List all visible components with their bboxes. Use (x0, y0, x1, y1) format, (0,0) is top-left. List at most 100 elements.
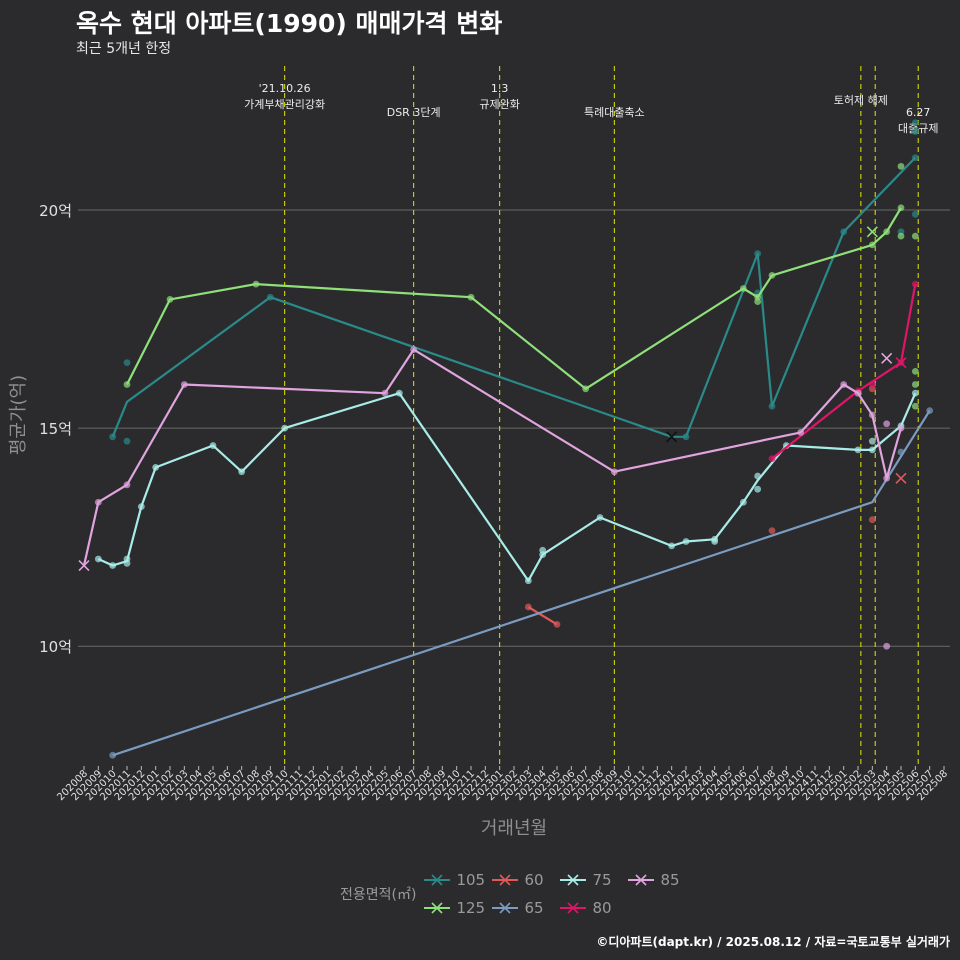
data-point (911, 154, 919, 162)
legend-item-125: 125 (424, 894, 492, 922)
data-point (768, 455, 776, 463)
data-point (768, 402, 776, 410)
data-point (524, 577, 532, 585)
legend-item-105: 105 (424, 866, 492, 894)
event-label: 가계부채관리강화 (244, 98, 325, 111)
data-point (166, 295, 174, 303)
data-point (739, 285, 747, 292)
series-65 (109, 407, 934, 759)
y-tick-label: 20억 (39, 202, 72, 220)
data-point (610, 468, 618, 476)
data-point (754, 472, 762, 480)
data-point (911, 128, 919, 135)
legend-label: 65 (524, 899, 544, 917)
data-point (711, 535, 719, 543)
series-line (97, 392, 917, 582)
chart-title: 옥수 현대 아파트(1990) 매매가격 변화 (76, 9, 503, 38)
data-point (883, 642, 891, 650)
data-point (668, 542, 676, 550)
data-point (467, 293, 475, 301)
data-point (209, 442, 217, 449)
data-point (897, 232, 905, 240)
data-point (123, 481, 131, 489)
legend-label: 125 (456, 899, 486, 917)
series-line (771, 283, 917, 460)
legend-label: 75 (592, 871, 612, 889)
legend: 전용면적(㎡) 105 125 60 65 75 80 85 (340, 866, 696, 922)
legend-item-75: 75 (560, 866, 628, 894)
data-point (911, 389, 919, 397)
data-point (868, 437, 876, 445)
data-point (768, 272, 776, 279)
data-point (553, 621, 561, 628)
data-point (797, 429, 805, 436)
data-point (883, 474, 891, 482)
data-point (911, 381, 919, 388)
event-label: 대출규제 (898, 122, 938, 135)
legend-key-icon (492, 902, 519, 914)
data-point (152, 463, 160, 471)
series-line (112, 410, 931, 757)
data-point (840, 228, 848, 236)
data-point (123, 555, 131, 563)
data-point (682, 538, 690, 545)
chart-subtitle: 최근 5개년 한정 (76, 41, 172, 57)
data-point (897, 204, 905, 212)
data-point (854, 446, 862, 454)
data-point (123, 381, 131, 388)
legend-items: 105 125 60 65 75 80 85 (424, 866, 696, 922)
data-point (123, 359, 131, 367)
data-point (123, 437, 131, 445)
legend-key-icon (424, 874, 451, 886)
data-point (252, 280, 260, 288)
legend-key-icon (560, 874, 587, 886)
data-point (897, 448, 905, 456)
legend-title: 전용면적(㎡) (340, 887, 417, 903)
data-point (883, 228, 891, 236)
event-label: 규제완화 (479, 98, 519, 111)
data-point (868, 446, 876, 454)
data-point (754, 298, 762, 305)
data-point (897, 424, 905, 432)
event-label: '21.10.26 (259, 82, 311, 95)
data-point (94, 498, 102, 506)
data-point (381, 389, 389, 397)
data-point (109, 751, 117, 759)
data-point (281, 424, 289, 432)
event-label: 6.27 (906, 106, 931, 119)
y-tick-label: 10억 (39, 638, 72, 656)
data-point (109, 562, 117, 569)
legend-key-icon (424, 902, 451, 914)
event-label: 특례대출축소 (584, 106, 645, 119)
data-point (682, 433, 690, 441)
data-point (582, 385, 590, 393)
legend-item-85: 85 (628, 866, 696, 894)
data-point (868, 381, 876, 388)
x-axis-title: 거래년월 (481, 818, 547, 839)
data-point (539, 546, 547, 554)
series-85 (78, 346, 905, 650)
data-point (524, 603, 532, 611)
source-caption: ©디아파트(dapt.kr) / 2025.08.12 / 자료=국토교통부 실… (596, 935, 950, 949)
data-point (109, 433, 117, 441)
data-point (868, 411, 876, 419)
data-point (266, 293, 274, 301)
data-point (854, 389, 862, 397)
data-point (94, 555, 102, 563)
data-point (897, 162, 905, 170)
event-label: 토허제 해제 (834, 93, 888, 107)
legend-item-80: 80 (560, 894, 628, 922)
legend-label: 60 (524, 871, 544, 889)
data-point (911, 232, 919, 240)
data-point (926, 407, 934, 415)
series-60 (524, 385, 907, 628)
data-point (137, 503, 145, 511)
legend-item-65: 65 (492, 894, 560, 922)
data-point (911, 280, 919, 288)
data-point (768, 527, 776, 535)
cross-marker (895, 357, 907, 369)
series-line (111, 156, 917, 438)
legend-key-icon (560, 902, 587, 914)
series-125 (123, 162, 919, 410)
